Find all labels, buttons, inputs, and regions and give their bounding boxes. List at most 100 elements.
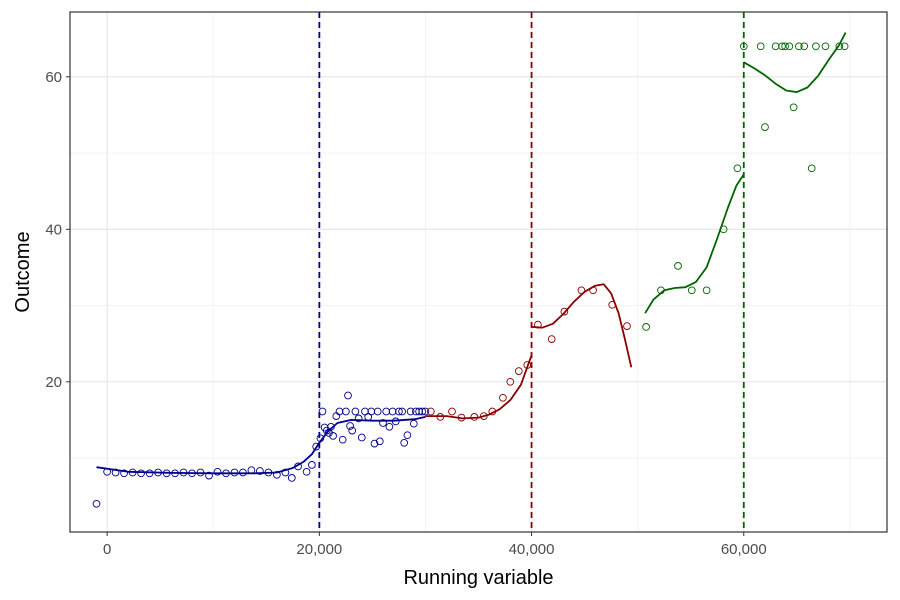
data-point-series-1 [346,422,354,430]
data-point-series-1 [348,426,357,435]
data-point-series-1 [354,414,363,423]
data-point-series-1 [344,391,352,400]
data-point-series-1 [145,469,154,478]
data-point-series-1 [103,467,111,476]
data-point-series-2 [514,367,523,375]
y-tick-label: 60 [45,69,62,86]
data-point-series-1 [162,469,171,478]
data-point-series-3 [795,42,803,51]
fit-line-2-segment-1 [425,354,533,420]
data-point-series-1 [287,474,296,482]
data-point-series-1 [308,461,316,469]
data-point-series-1 [137,469,145,478]
fit-line-2-segment-2 [531,283,633,368]
data-point-series-3 [687,286,696,295]
data-point-series-3 [642,323,650,331]
data-point-series-1 [388,407,397,416]
grid-lines [70,12,887,532]
data-point-series-2 [479,412,488,420]
data-point-series-1 [281,468,290,477]
fit-line-3-segment-2 [743,32,847,93]
data-point-series-2 [436,413,445,421]
data-points [92,42,849,508]
data-point-series-1 [92,499,101,508]
data-point-series-1 [418,407,427,416]
data-point-series-3 [778,42,786,51]
data-point-series-3 [719,225,728,234]
data-point-series-2 [560,307,569,316]
x-tick-label: 40,000 [509,541,555,558]
fit-lines [96,32,847,475]
data-point-series-1 [247,466,256,475]
data-point-series-1 [171,469,179,478]
data-point-series-1 [128,468,137,477]
data-point-series-1 [213,467,222,476]
data-point-series-2 [488,407,497,416]
data-point-series-2 [547,335,556,343]
data-point-series-1 [351,407,360,416]
data-point-series-1 [395,407,403,416]
data-point-series-1 [415,407,423,416]
data-point-series-2 [426,407,435,416]
data-point-series-3 [733,164,742,173]
x-axis-ticks: 0 20,000 40,000 60,000 [103,532,767,558]
data-point-series-2 [608,300,617,309]
data-point-series-1 [179,468,188,477]
y-tick-label: 20 [45,374,62,391]
data-point-series-2 [589,286,597,295]
data-point-series-3 [739,42,748,51]
data-point-series-2 [457,413,466,422]
data-point-series-1 [302,467,311,476]
data-point-series-3 [657,286,665,295]
data-point-series-1 [421,407,430,416]
data-point-series-1 [329,432,337,440]
data-point-series-1 [342,407,350,416]
data-point-series-3 [702,286,711,295]
data-point-series-1 [367,407,376,416]
data-point-series-2 [506,377,515,386]
data-point-series-3 [781,42,789,51]
data-point-series-2 [499,393,507,402]
data-point-series-1 [332,412,341,420]
data-point-series-3 [785,42,794,51]
data-point-series-1 [322,426,331,435]
x-tick-label: 0 [103,541,111,558]
data-point-series-1 [264,468,273,477]
data-point-series-3 [835,42,844,51]
data-point-series-1 [327,422,335,431]
data-point-series-1 [370,439,379,448]
data-point-series-1 [222,469,230,478]
data-point-series-2 [448,407,456,416]
panel-border [69,11,888,533]
data-point-series-1 [120,469,128,478]
data-point-series-1 [406,407,415,416]
data-point-series-1 [379,419,387,427]
data-point-series-3 [761,123,769,131]
x-tick-label: 60,000 [721,541,767,558]
x-tick-label: 20,000 [296,541,342,558]
data-point-series-1 [316,434,325,443]
y-axis-ticks: 20 40 60 [45,69,70,391]
y-axis-title: Outcome [12,231,34,312]
data-point-series-1 [230,468,239,477]
data-point-series-1 [196,468,205,477]
data-point-series-2 [577,286,586,295]
data-point-series-3 [789,103,798,112]
y-tick-label: 40 [45,221,62,238]
data-point-series-3 [807,164,816,173]
data-point-series-3 [674,262,682,270]
data-point-series-1 [273,470,281,479]
data-point-series-3 [771,42,780,51]
data-point-series-3 [756,42,765,51]
data-point-series-1 [256,467,264,475]
data-point-series-1 [385,422,394,431]
data-point-series-1 [338,435,347,444]
data-point-series-1 [294,462,302,471]
data-point-series-1 [357,433,366,442]
data-point-series-1 [400,438,409,447]
data-point-series-2 [623,322,631,330]
data-point-series-1 [391,417,400,426]
fit-line-1-segment-1 [96,416,426,475]
data-point-series-2 [534,320,542,329]
